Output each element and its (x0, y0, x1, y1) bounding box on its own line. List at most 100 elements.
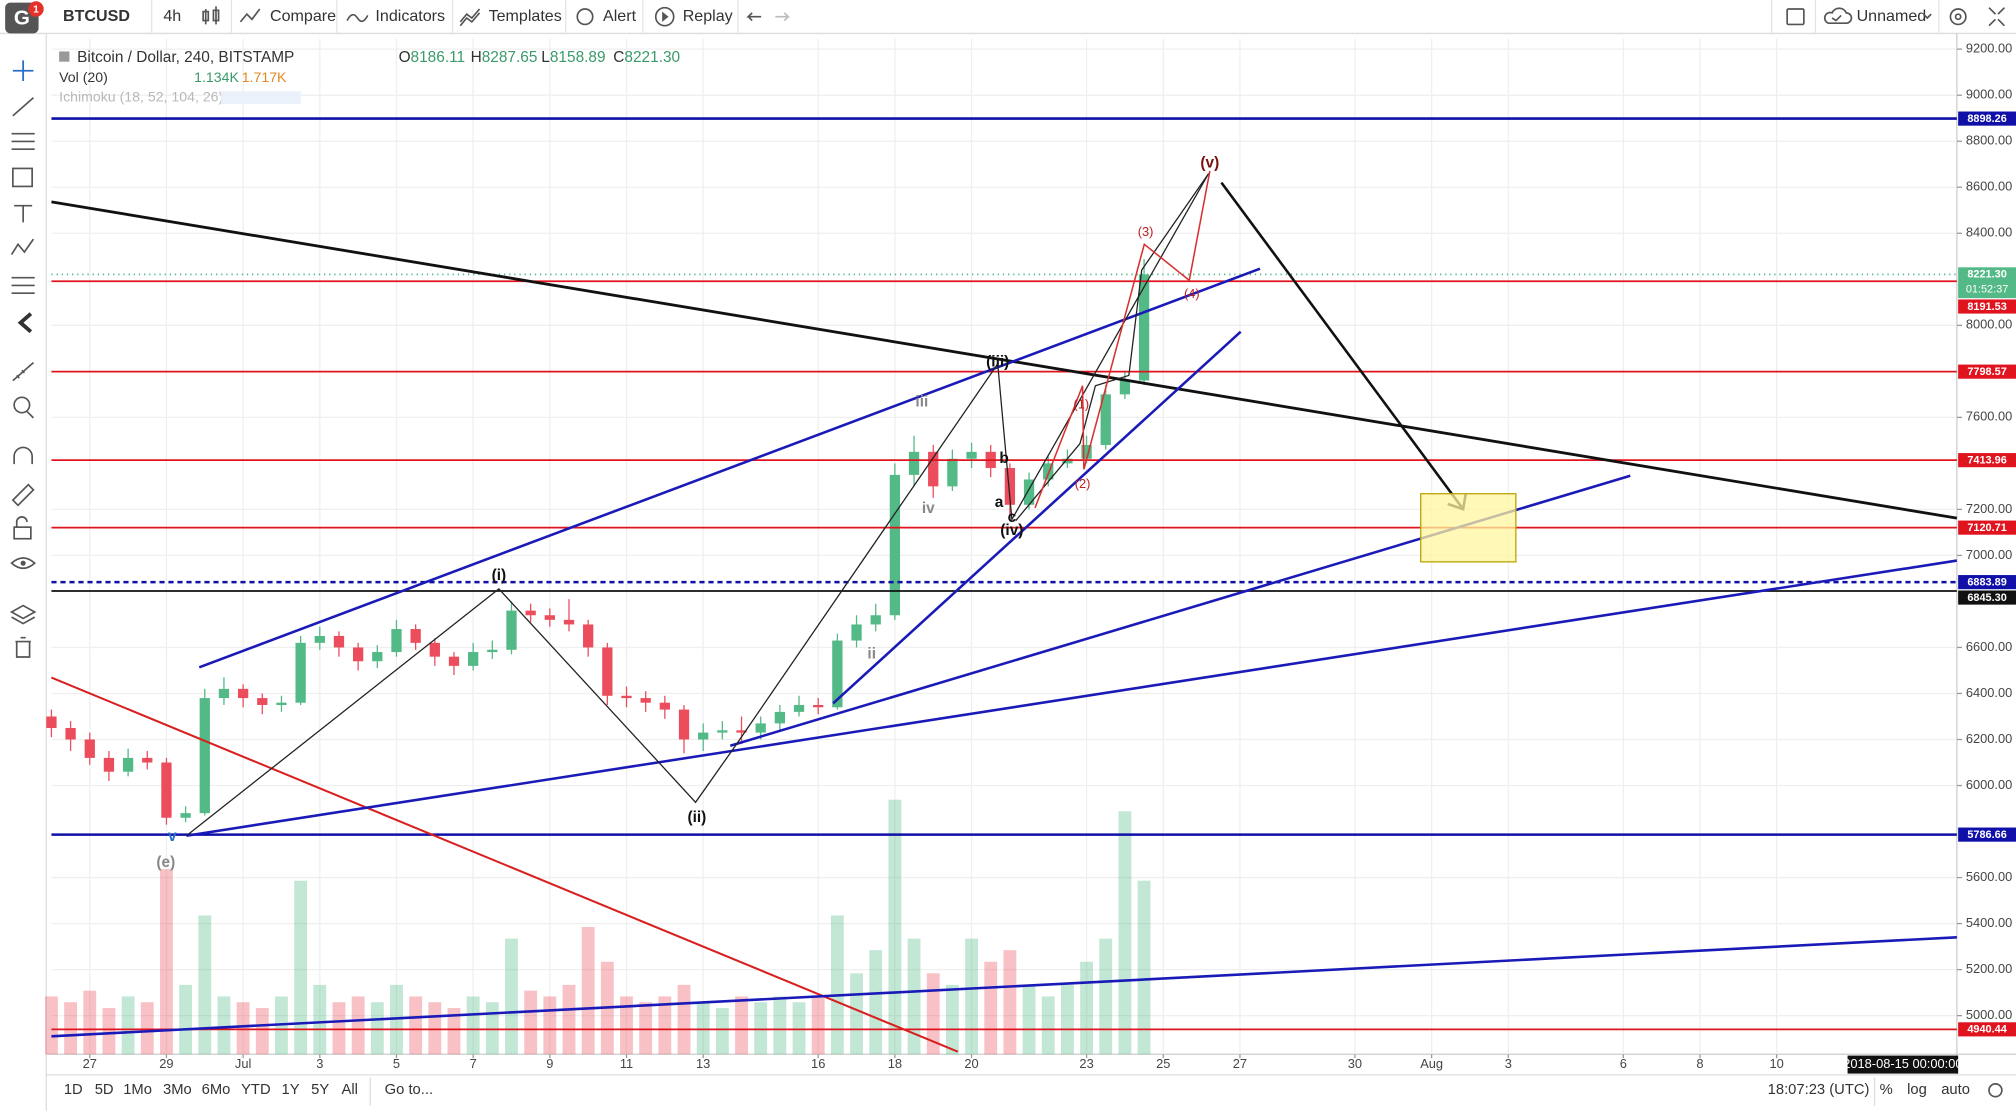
candle-body (659, 702, 670, 710)
settings-button[interactable] (1949, 8, 1967, 26)
candle-body (314, 635, 325, 643)
range-button[interactable]: All (342, 1082, 358, 1098)
lock-tool[interactable] (13, 526, 32, 540)
layout-name[interactable]: Unnamed (1857, 7, 1927, 25)
volume-bar (696, 1002, 710, 1055)
y-tick-label: 6000.00 (1966, 777, 2012, 792)
x-tick-label: 11 (620, 1056, 633, 1071)
range-button[interactable]: 1D (64, 1082, 83, 1098)
candle-body (468, 652, 479, 666)
range-button[interactable]: 6Mo (202, 1082, 231, 1098)
price-label-bg (1958, 111, 2016, 126)
x-tick-label: 5 (393, 1056, 400, 1071)
zoom-tool[interactable] (13, 396, 31, 414)
hide-tool-pupil (20, 560, 26, 566)
alert-button[interactable]: Alert (603, 7, 637, 25)
ichimoku-title: Ichimoku (18, 52, 104, 26) (59, 88, 223, 104)
interval[interactable]: 4h (163, 7, 181, 25)
volume-bar (313, 984, 327, 1055)
redo-button[interactable] (775, 12, 791, 22)
clock: 18:07:23 (UTC) (1768, 1082, 1870, 1098)
x-tick-label: 7 (470, 1056, 477, 1071)
log-toggle[interactable]: log (1907, 1082, 1927, 1098)
undo-button[interactable] (746, 12, 762, 22)
auto-toggle[interactable]: auto (1941, 1082, 1970, 1098)
y-tick-label: 8000.00 (1966, 317, 2012, 332)
expand-button[interactable] (1988, 7, 2006, 27)
range-button[interactable]: 1Mo (123, 1082, 152, 1098)
symbol[interactable]: BTCUSD (63, 7, 130, 25)
volume-bar (1099, 938, 1113, 1055)
x-tick-label: 29 (159, 1056, 173, 1071)
axis-settings-button[interactable] (1988, 1083, 2003, 1098)
range-button[interactable]: 5Y (311, 1082, 329, 1098)
hide-tool[interactable] (10, 557, 36, 570)
crosshair-tool[interactable] (12, 60, 34, 82)
volume-bar (121, 996, 135, 1055)
indicator-controls[interactable] (221, 91, 301, 105)
percent-toggle[interactable]: % (1880, 1082, 1893, 1098)
price-label: 7120.71 (1967, 522, 2006, 534)
volume-bar (811, 996, 825, 1055)
price-axis: 9200.00 9000.00 8800.00 8600.00 8400.00 8000.… (83, 41, 2016, 1074)
volume-bar (370, 1002, 384, 1055)
measure-tool[interactable] (12, 361, 34, 382)
range-button[interactable]: 1Y (282, 1082, 300, 1098)
trendline-tool[interactable] (12, 97, 34, 117)
shape-tool[interactable] (12, 167, 33, 188)
lock-shackle (15, 516, 28, 528)
wave-label: a (995, 494, 1004, 511)
range-button[interactable]: YTD (241, 1082, 271, 1098)
replay-icon (654, 6, 675, 27)
y-tick-label: 6400.00 (1966, 685, 2012, 700)
series-title: Bitcoin / Dollar, 240, BITSTAMP (77, 49, 294, 66)
magnet-tool[interactable] (13, 446, 33, 465)
prediction-tool[interactable] (11, 276, 35, 294)
fullscreen-button[interactable] (1786, 8, 1805, 26)
volume-bar (1022, 984, 1036, 1055)
goto-button[interactable]: Go to... (385, 1082, 433, 1098)
layout-dropdown[interactable] (1922, 13, 1932, 20)
trendline-blue (51, 936, 1957, 1038)
ohlc-value: 8158.89 (550, 49, 606, 66)
volume-bar (715, 1008, 729, 1055)
layers-tool[interactable] (9, 604, 37, 625)
wave-label: v (168, 828, 177, 845)
candle-body (889, 474, 901, 616)
volume-bar (447, 1008, 461, 1055)
volume-bar (198, 915, 212, 1055)
candle-body (1138, 274, 1150, 381)
x-tick-label: 16 (811, 1056, 825, 1071)
x-tick-label: 18 (888, 1056, 902, 1071)
y-tick-label: 6200.00 (1966, 731, 2012, 746)
candle-body (602, 647, 613, 696)
replay-button[interactable]: Replay (683, 7, 733, 25)
volume-bar (581, 927, 595, 1055)
collapse-icon[interactable] (59, 51, 70, 62)
templates-button[interactable]: Templates (489, 7, 562, 25)
compare-button[interactable]: Compare (270, 7, 336, 25)
indicators-button[interactable]: Indicators (375, 7, 445, 25)
candle-body (563, 619, 575, 625)
volume-bar (236, 1002, 250, 1055)
pattern-tool[interactable] (10, 238, 35, 256)
candle-body (180, 813, 191, 818)
subwave-path (1034, 170, 1211, 509)
range-button[interactable]: 3Mo (163, 1082, 192, 1098)
volume-bar (926, 973, 940, 1055)
delete-tool[interactable] (15, 636, 31, 658)
chart-style-icon[interactable] (202, 6, 220, 25)
back-tool[interactable] (17, 312, 33, 334)
wave-label: iii (915, 394, 928, 411)
candle-body (372, 652, 383, 662)
candle-body (161, 762, 172, 818)
fib-tool[interactable] (11, 132, 35, 150)
volume-bar (466, 996, 480, 1055)
volume-bar (45, 996, 58, 1055)
range-button[interactable]: 5D (95, 1082, 114, 1098)
text-tool[interactable] (14, 204, 33, 223)
candle-body (237, 688, 249, 699)
volume-bar (1003, 950, 1017, 1055)
draw-mode-tool[interactable] (11, 483, 35, 507)
volume-bar (773, 996, 787, 1055)
